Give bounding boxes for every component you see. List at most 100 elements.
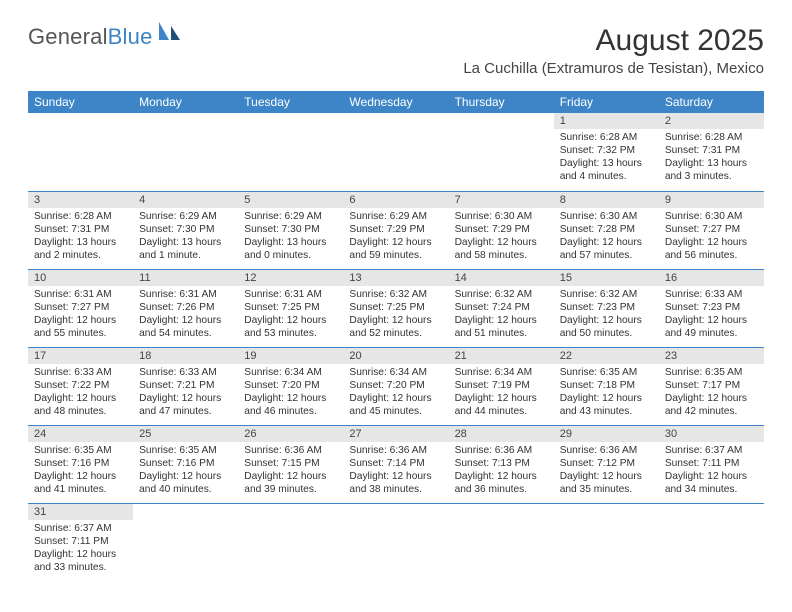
day-body: Sunrise: 6:37 AMSunset: 7:11 PMDaylight:…: [659, 442, 764, 500]
calendar-cell: 5Sunrise: 6:29 AMSunset: 7:30 PMDaylight…: [238, 191, 343, 269]
calendar-cell: 23Sunrise: 6:35 AMSunset: 7:17 PMDayligh…: [659, 347, 764, 425]
calendar-row: 17Sunrise: 6:33 AMSunset: 7:22 PMDayligh…: [28, 347, 764, 425]
daylight-text: Daylight: 12 hours and 48 minutes.: [34, 392, 127, 418]
day-body: Sunrise: 6:31 AMSunset: 7:27 PMDaylight:…: [28, 286, 133, 344]
calendar-cell: 27Sunrise: 6:36 AMSunset: 7:14 PMDayligh…: [343, 425, 448, 503]
logo-sail-icon: [156, 20, 182, 42]
sunset-text: Sunset: 7:11 PM: [34, 535, 127, 548]
sunrise-text: Sunrise: 6:30 AM: [665, 210, 758, 223]
day-body: Sunrise: 6:33 AMSunset: 7:23 PMDaylight:…: [659, 286, 764, 344]
daylight-text: Daylight: 12 hours and 57 minutes.: [560, 236, 653, 262]
day-body: Sunrise: 6:31 AMSunset: 7:26 PMDaylight:…: [133, 286, 238, 344]
calendar-cell: [238, 503, 343, 581]
title-block: August 2025 La Cuchilla (Extramuros de T…: [463, 24, 764, 77]
weekday-header: Sunday: [28, 91, 133, 113]
day-body: Sunrise: 6:30 AMSunset: 7:28 PMDaylight:…: [554, 208, 659, 266]
day-number: 8: [554, 192, 659, 208]
month-title: August 2025: [463, 24, 764, 58]
calendar-table: SundayMondayTuesdayWednesdayThursdayFrid…: [28, 91, 764, 581]
day-number: 16: [659, 270, 764, 286]
weekday-header: Saturday: [659, 91, 764, 113]
day-number: 3: [28, 192, 133, 208]
calendar-cell: [554, 503, 659, 581]
sunrise-text: Sunrise: 6:32 AM: [560, 288, 653, 301]
day-number: 11: [133, 270, 238, 286]
sunrise-text: Sunrise: 6:29 AM: [139, 210, 232, 223]
sunset-text: Sunset: 7:27 PM: [34, 301, 127, 314]
sunrise-text: Sunrise: 6:37 AM: [34, 522, 127, 535]
daylight-text: Daylight: 12 hours and 43 minutes.: [560, 392, 653, 418]
calendar-cell: 14Sunrise: 6:32 AMSunset: 7:24 PMDayligh…: [449, 269, 554, 347]
daylight-text: Daylight: 12 hours and 40 minutes.: [139, 470, 232, 496]
weekday-header: Friday: [554, 91, 659, 113]
calendar-cell: 1Sunrise: 6:28 AMSunset: 7:32 PMDaylight…: [554, 113, 659, 191]
day-body: Sunrise: 6:28 AMSunset: 7:32 PMDaylight:…: [554, 129, 659, 187]
sunset-text: Sunset: 7:22 PM: [34, 379, 127, 392]
sunset-text: Sunset: 7:20 PM: [244, 379, 337, 392]
weekday-header-row: SundayMondayTuesdayWednesdayThursdayFrid…: [28, 91, 764, 113]
weekday-header: Tuesday: [238, 91, 343, 113]
day-body: Sunrise: 6:29 AMSunset: 7:29 PMDaylight:…: [343, 208, 448, 266]
sunset-text: Sunset: 7:20 PM: [349, 379, 442, 392]
calendar-cell: 12Sunrise: 6:31 AMSunset: 7:25 PMDayligh…: [238, 269, 343, 347]
sunrise-text: Sunrise: 6:30 AM: [560, 210, 653, 223]
day-body: Sunrise: 6:35 AMSunset: 7:18 PMDaylight:…: [554, 364, 659, 422]
day-number: 24: [28, 426, 133, 442]
calendar-row: 31Sunrise: 6:37 AMSunset: 7:11 PMDayligh…: [28, 503, 764, 581]
sunset-text: Sunset: 7:27 PM: [665, 223, 758, 236]
day-body: Sunrise: 6:35 AMSunset: 7:16 PMDaylight:…: [133, 442, 238, 500]
calendar-cell: [133, 113, 238, 191]
day-number: 27: [343, 426, 448, 442]
calendar-cell: 28Sunrise: 6:36 AMSunset: 7:13 PMDayligh…: [449, 425, 554, 503]
calendar-cell: 17Sunrise: 6:33 AMSunset: 7:22 PMDayligh…: [28, 347, 133, 425]
sunrise-text: Sunrise: 6:33 AM: [34, 366, 127, 379]
sunset-text: Sunset: 7:31 PM: [34, 223, 127, 236]
day-body: Sunrise: 6:28 AMSunset: 7:31 PMDaylight:…: [28, 208, 133, 266]
calendar-cell: 22Sunrise: 6:35 AMSunset: 7:18 PMDayligh…: [554, 347, 659, 425]
day-number: 26: [238, 426, 343, 442]
calendar-cell: 25Sunrise: 6:35 AMSunset: 7:16 PMDayligh…: [133, 425, 238, 503]
sunset-text: Sunset: 7:14 PM: [349, 457, 442, 470]
day-number: 29: [554, 426, 659, 442]
day-body: Sunrise: 6:36 AMSunset: 7:15 PMDaylight:…: [238, 442, 343, 500]
day-body: Sunrise: 6:29 AMSunset: 7:30 PMDaylight:…: [133, 208, 238, 266]
calendar-cell: [343, 113, 448, 191]
sunrise-text: Sunrise: 6:32 AM: [455, 288, 548, 301]
daylight-text: Daylight: 12 hours and 33 minutes.: [34, 548, 127, 574]
day-body: Sunrise: 6:37 AMSunset: 7:11 PMDaylight:…: [28, 520, 133, 578]
calendar-cell: 24Sunrise: 6:35 AMSunset: 7:16 PMDayligh…: [28, 425, 133, 503]
daylight-text: Daylight: 13 hours and 2 minutes.: [34, 236, 127, 262]
sunset-text: Sunset: 7:12 PM: [560, 457, 653, 470]
calendar-cell: 10Sunrise: 6:31 AMSunset: 7:27 PMDayligh…: [28, 269, 133, 347]
day-body: Sunrise: 6:34 AMSunset: 7:19 PMDaylight:…: [449, 364, 554, 422]
calendar-cell: 6Sunrise: 6:29 AMSunset: 7:29 PMDaylight…: [343, 191, 448, 269]
sunrise-text: Sunrise: 6:28 AM: [560, 131, 653, 144]
day-body: Sunrise: 6:33 AMSunset: 7:21 PMDaylight:…: [133, 364, 238, 422]
calendar-row: 3Sunrise: 6:28 AMSunset: 7:31 PMDaylight…: [28, 191, 764, 269]
sunset-text: Sunset: 7:31 PM: [665, 144, 758, 157]
weekday-header: Monday: [133, 91, 238, 113]
sunrise-text: Sunrise: 6:28 AM: [34, 210, 127, 223]
calendar-body: 1Sunrise: 6:28 AMSunset: 7:32 PMDaylight…: [28, 113, 764, 581]
logo: GeneralBlue: [28, 24, 182, 50]
calendar-cell: [659, 503, 764, 581]
sunrise-text: Sunrise: 6:29 AM: [244, 210, 337, 223]
sunset-text: Sunset: 7:23 PM: [560, 301, 653, 314]
sunset-text: Sunset: 7:23 PM: [665, 301, 758, 314]
calendar-cell: 9Sunrise: 6:30 AMSunset: 7:27 PMDaylight…: [659, 191, 764, 269]
day-body: Sunrise: 6:29 AMSunset: 7:30 PMDaylight:…: [238, 208, 343, 266]
sunrise-text: Sunrise: 6:36 AM: [349, 444, 442, 457]
daylight-text: Daylight: 12 hours and 58 minutes.: [455, 236, 548, 262]
daylight-text: Daylight: 12 hours and 35 minutes.: [560, 470, 653, 496]
day-body: Sunrise: 6:33 AMSunset: 7:22 PMDaylight:…: [28, 364, 133, 422]
sunset-text: Sunset: 7:28 PM: [560, 223, 653, 236]
day-body: Sunrise: 6:35 AMSunset: 7:16 PMDaylight:…: [28, 442, 133, 500]
day-number: 12: [238, 270, 343, 286]
sunrise-text: Sunrise: 6:34 AM: [349, 366, 442, 379]
sunset-text: Sunset: 7:15 PM: [244, 457, 337, 470]
daylight-text: Daylight: 12 hours and 46 minutes.: [244, 392, 337, 418]
day-number: 1: [554, 113, 659, 129]
calendar-cell: [343, 503, 448, 581]
calendar-cell: 16Sunrise: 6:33 AMSunset: 7:23 PMDayligh…: [659, 269, 764, 347]
daylight-text: Daylight: 12 hours and 45 minutes.: [349, 392, 442, 418]
